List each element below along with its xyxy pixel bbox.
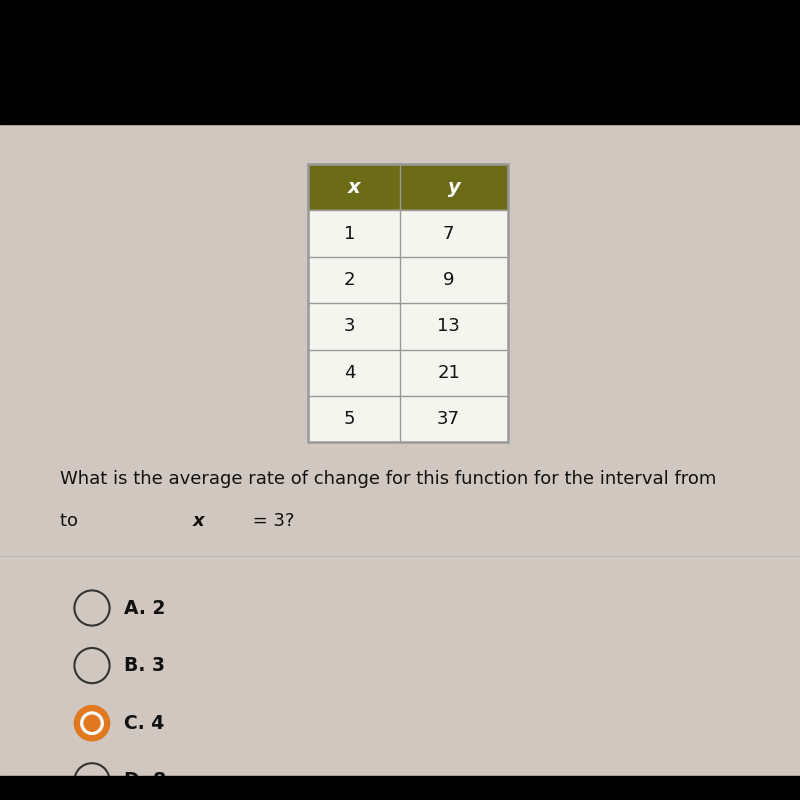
- Bar: [308, 396, 508, 442]
- Text: 37: 37: [437, 410, 460, 428]
- Text: 5: 5: [344, 410, 355, 428]
- Text: to: to: [60, 512, 84, 530]
- Text: 4: 4: [344, 364, 355, 382]
- Text: x: x: [193, 512, 205, 530]
- Text: 9: 9: [443, 271, 454, 289]
- Circle shape: [81, 712, 103, 734]
- Text: C. 4: C. 4: [124, 714, 164, 733]
- Text: x: x: [348, 178, 360, 197]
- Bar: [308, 350, 508, 396]
- Bar: [308, 164, 508, 210]
- Bar: [0, 776, 800, 800]
- Bar: [308, 303, 508, 350]
- Text: 7: 7: [443, 225, 454, 242]
- Bar: [308, 164, 508, 442]
- Text: y: y: [448, 178, 460, 197]
- Text: 2: 2: [344, 271, 355, 289]
- Bar: [308, 257, 508, 303]
- Text: 1: 1: [344, 225, 355, 242]
- Text: A. 2: A. 2: [124, 598, 166, 618]
- Text: D. 8: D. 8: [124, 771, 166, 790]
- Bar: [308, 210, 508, 257]
- Text: 13: 13: [437, 318, 460, 335]
- Text: 3: 3: [344, 318, 355, 335]
- Text: B. 3: B. 3: [124, 656, 165, 675]
- Bar: [0, 0, 800, 124]
- Circle shape: [74, 706, 110, 741]
- Text: What is the average rate of change for this function for the interval from: What is the average rate of change for t…: [60, 470, 722, 488]
- Text: = 3?: = 3?: [247, 512, 294, 530]
- Circle shape: [84, 715, 100, 731]
- Text: 21: 21: [437, 364, 460, 382]
